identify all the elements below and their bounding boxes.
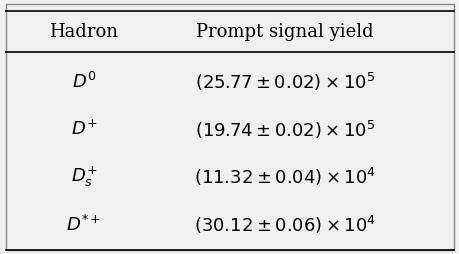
Text: $D^{*+}$: $D^{*+}$ (66, 215, 101, 235)
Text: $(30.12 \pm 0.06) \times 10^{4}$: $(30.12 \pm 0.06) \times 10^{4}$ (193, 214, 375, 236)
Text: $(25.77 \pm 0.02) \times 10^{5}$: $(25.77 \pm 0.02) \times 10^{5}$ (194, 71, 374, 93)
Text: $(19.74 \pm 0.02) \times 10^{5}$: $(19.74 \pm 0.02) \times 10^{5}$ (194, 118, 374, 140)
Text: $D_{s}^{+}$: $D_{s}^{+}$ (70, 165, 97, 189)
Text: $D^{0}$: $D^{0}$ (72, 72, 95, 92)
Text: $(11.32 \pm 0.04) \times 10^{4}$: $(11.32 \pm 0.04) \times 10^{4}$ (193, 166, 375, 188)
Text: Prompt signal yield: Prompt signal yield (196, 23, 373, 41)
Text: Hadron: Hadron (49, 23, 118, 41)
Text: $D^{+}$: $D^{+}$ (70, 120, 97, 139)
